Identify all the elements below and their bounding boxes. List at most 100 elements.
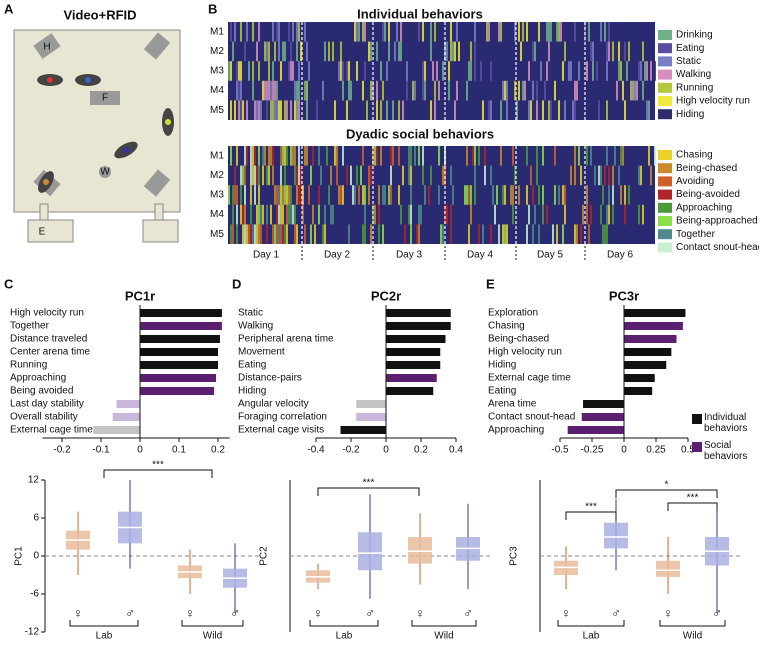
heatmap-cell [284, 146, 286, 166]
heatmap-cell [604, 165, 606, 186]
heatmap-cell [346, 100, 348, 120]
x-tick-label: 0.2 [414, 445, 428, 456]
heatmap-cell [304, 22, 306, 42]
heatmap-cell [470, 204, 472, 225]
heatmap-cell [290, 146, 292, 166]
heatmap-cell [304, 146, 306, 166]
heatmap-cell [532, 80, 534, 101]
heatmap-cell [606, 146, 608, 166]
heatmap-cell [438, 185, 440, 205]
heatmap-cell [556, 224, 558, 244]
group-label: Wild [203, 631, 222, 642]
heatmap-cell [302, 204, 304, 225]
day-label: Day 3 [396, 250, 423, 261]
heatmap-cell [284, 41, 286, 62]
heatmap-cell [580, 165, 582, 186]
heatmap-cell [620, 185, 622, 205]
heatmap-cell [608, 165, 610, 186]
heatmap-cell [292, 146, 294, 166]
bar [386, 387, 434, 395]
heatmap-cell [258, 185, 260, 205]
heatmap-cell [298, 22, 300, 42]
heatmap-cell [408, 165, 410, 186]
legend-label: Walking [676, 69, 711, 80]
heatmap-cell [576, 80, 578, 101]
heatmap-cell [418, 204, 420, 225]
category-label: External cage time [10, 425, 93, 436]
category-label: ♂ [230, 605, 240, 620]
heatmap-cell [234, 165, 236, 186]
heatmap-cell [254, 224, 256, 244]
heatmap-cell [338, 61, 340, 81]
heatmap-cell [244, 165, 246, 186]
heatmap-cell [606, 61, 608, 81]
heatmap-cell [532, 185, 534, 205]
x-tick-label: 0.1 [172, 445, 186, 456]
heatmap-cell [534, 204, 536, 225]
heatmap-cell [318, 204, 320, 225]
heatmap-cell [254, 80, 256, 101]
heatmap-cell [244, 185, 246, 205]
heatmap-cell [538, 22, 540, 42]
heatmap-cell [392, 146, 394, 166]
category-label: ♂ [463, 605, 473, 620]
significance-label: * [665, 480, 669, 491]
heatmap-cell [444, 204, 446, 225]
heatmap-cell [284, 100, 286, 120]
heatmap-cell [574, 165, 576, 186]
heatmap-cell [278, 100, 280, 120]
heatmap-cell [542, 146, 544, 166]
heatmap-cell [620, 61, 622, 81]
heatmap-cell [236, 185, 238, 205]
heatmap-cell [388, 185, 390, 205]
heatmap-cell [274, 100, 276, 120]
heatmap-cell [382, 80, 384, 101]
heatmap-cell [474, 185, 476, 205]
heatmap-cell [286, 185, 288, 205]
heatmap-cell [614, 100, 616, 120]
heatmap-cell [296, 185, 298, 205]
heatmap-cell [370, 224, 372, 244]
heatmap-cell [516, 100, 518, 120]
heatmap-cell [266, 204, 268, 225]
heatmap-cell [470, 185, 472, 205]
significance-bracket [317, 487, 420, 496]
heatmap-cell [340, 185, 342, 205]
heatmap-cell [642, 204, 644, 225]
external-cage [142, 219, 179, 243]
heatmap-cell [550, 61, 552, 81]
heatmap-cell [550, 100, 552, 120]
category-label: Foraging correlation [238, 412, 327, 423]
heatmap-cell [338, 41, 340, 62]
bar [112, 413, 140, 421]
heatmap-cell [284, 185, 286, 205]
category-label: Being-chased [488, 334, 549, 345]
box [604, 522, 628, 549]
heatmap-cell [268, 165, 270, 186]
heatmap-cell [268, 80, 270, 101]
heatmap-cell [312, 204, 314, 225]
heatmap-cell [586, 61, 588, 81]
heatmap-cell [258, 165, 260, 186]
x-tick-label: -0.2 [342, 445, 360, 456]
heatmap-cell [466, 80, 468, 101]
heatmap-cell [252, 61, 254, 81]
heatmap-cell [486, 22, 488, 42]
heatmap-cell [434, 100, 436, 120]
heatmap-cell [472, 146, 474, 166]
heatmap-cell [292, 204, 294, 225]
heatmap-cell [606, 41, 608, 62]
heatmap-cell [578, 146, 580, 166]
legend-label: Being-avoided [676, 189, 740, 200]
heatmap-cell [552, 224, 554, 244]
heatmap-cell [380, 100, 382, 120]
legend-swatch [658, 56, 672, 67]
heatmap-cell [410, 224, 412, 244]
heatmap-cell [256, 100, 258, 120]
heatmap-cell [308, 61, 310, 81]
heatmap-cell [350, 80, 352, 101]
heatmap-title: Individual behaviors [357, 6, 483, 21]
heatmap-cell [234, 41, 236, 62]
water [99, 166, 111, 178]
